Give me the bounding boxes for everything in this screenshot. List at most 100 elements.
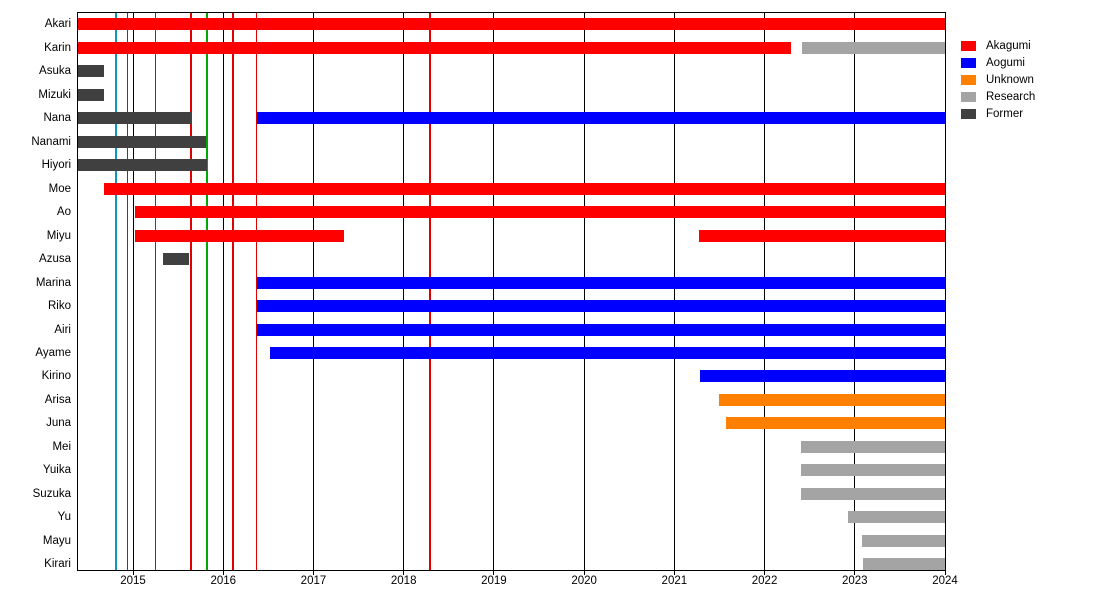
row-label-juna: Juna: [46, 417, 71, 430]
bar-segment-juna-unknown: [725, 417, 945, 430]
x-tick-mark: [944, 571, 946, 575]
bar-segment-ayame-aogumi: [270, 346, 945, 359]
row-label-nana: Nana: [43, 112, 72, 125]
x-tick-label: 2016: [210, 575, 237, 587]
row-label-suzuka: Suzuka: [32, 487, 71, 500]
legend-label: Former: [986, 107, 1024, 120]
x-tick-label: 2018: [390, 575, 417, 587]
x-tick-mark: [222, 571, 224, 575]
bar-segment-miyu-akagumi: [698, 229, 945, 242]
red-event-line: [429, 13, 431, 570]
red-event-line: [255, 13, 258, 570]
bar-segment-mei-research: [800, 440, 945, 453]
bar-segment-yu-research: [848, 511, 945, 524]
bar-segment-ao-akagumi: [134, 206, 945, 219]
legend-item-former: Former: [961, 105, 1035, 122]
x-tick-mark: [854, 571, 856, 575]
row-label-akari: Akari: [44, 18, 71, 31]
row-label-riko: Riko: [47, 300, 71, 313]
bar-segment-marina-aogumi: [256, 276, 945, 289]
x-tick-mark: [403, 571, 405, 575]
red-event-line: [154, 13, 157, 570]
bar-segment-moe-akagumi: [104, 182, 945, 195]
row-label-marina: Marina: [35, 276, 71, 289]
row-label-yuika: Yuika: [42, 464, 71, 477]
bar-segment-nana-aogumi: [256, 112, 945, 125]
bar-segment-akari-akagumi: [78, 18, 945, 31]
legend-label: Research: [986, 90, 1036, 103]
bar-segment-mayu-research: [861, 534, 945, 547]
x-tick-label: 2017: [300, 575, 327, 587]
bar-segment-azusa-former: [162, 253, 189, 266]
red-event-line: [190, 13, 192, 570]
bar-segment-airi-aogumi: [256, 323, 945, 336]
bar-segment-miyu-akagumi: [134, 229, 345, 242]
year-gridline: [493, 13, 495, 570]
legend-swatch-former: [961, 108, 976, 119]
x-tick-label: 2019: [481, 575, 507, 587]
row-label-mizuki: Mizuki: [38, 88, 71, 101]
legend-swatch-akagumi: [961, 40, 976, 51]
teal-event-line: [115, 13, 117, 570]
x-tick-label: 2023: [841, 575, 868, 587]
row-label-mayu: Mayu: [42, 534, 71, 547]
legend-item-aogumi: Aogumi: [961, 54, 1035, 71]
row-label-hiyori: Hiyori: [41, 159, 71, 172]
bar-segment-suzuka-research: [800, 487, 945, 500]
row-label-azusa: Azusa: [39, 253, 71, 266]
row-label-arisa: Arisa: [44, 393, 71, 406]
bar-segment-karin-research: [802, 41, 945, 54]
row-label-yu: Yu: [57, 511, 71, 524]
year-gridline: [312, 13, 314, 570]
legend-swatch-aogumi: [961, 57, 976, 68]
year-gridline: [583, 13, 585, 570]
year-gridline: [132, 13, 134, 570]
red-event-line: [232, 13, 234, 570]
bar-segment-mizuki-former: [78, 88, 105, 101]
x-tick-label: 2022: [751, 575, 778, 587]
row-label-kirino: Kirino: [41, 370, 71, 383]
legend-label: Unknown: [986, 73, 1034, 86]
x-tick-label: 2021: [661, 575, 688, 587]
legend-swatch-unknown: [961, 74, 976, 85]
row-label-miyu: Miyu: [46, 229, 71, 242]
bar-segment-asuka-former: [78, 65, 105, 78]
bar-segment-hiyori-former: [78, 159, 207, 172]
bar-segment-riko-aogumi: [256, 300, 945, 313]
x-tick-label: 2020: [571, 575, 597, 587]
row-label-mei: Mei: [52, 440, 71, 453]
bar-segment-kirari-research: [862, 558, 945, 571]
year-gridline: [222, 13, 224, 570]
x-tick-mark: [493, 571, 495, 575]
row-label-asuka: Asuka: [39, 65, 71, 78]
row-label-karin: Karin: [44, 41, 71, 54]
bar-segment-kirino-aogumi: [699, 370, 945, 383]
year-gridline: [854, 13, 856, 570]
x-tick-mark: [583, 571, 585, 575]
row-label-ao: Ao: [56, 206, 71, 219]
legend-item-akagumi: Akagumi: [961, 37, 1035, 54]
year-gridline: [673, 13, 675, 570]
x-tick-mark: [132, 571, 134, 575]
bar-segment-karin-akagumi: [78, 41, 791, 54]
legend-swatch-research: [961, 91, 976, 102]
year-gridline: [764, 13, 766, 570]
legend-item-research: Research: [961, 88, 1035, 105]
bar-segment-yuika-research: [800, 464, 945, 477]
year-gridline: [403, 13, 405, 570]
legend: Akagumi Aogumi Unknown Research Former: [961, 37, 1035, 122]
row-label-nanami: Nanami: [31, 135, 71, 148]
bar-segment-arisa-unknown: [719, 393, 945, 406]
x-tick-mark: [312, 571, 314, 575]
row-label-moe: Moe: [48, 182, 71, 195]
row-label-airi: Airi: [54, 323, 71, 336]
bar-segment-nanami-former: [78, 135, 207, 148]
x-tick-label: 2024: [932, 575, 958, 587]
bar-segment-nana-former: [78, 112, 191, 125]
red-event-line: [126, 13, 129, 570]
legend-label: Akagumi: [986, 39, 1031, 52]
x-tick-label: 2015: [120, 575, 146, 587]
plot-area: [77, 12, 946, 571]
green-event-line: [206, 13, 208, 570]
